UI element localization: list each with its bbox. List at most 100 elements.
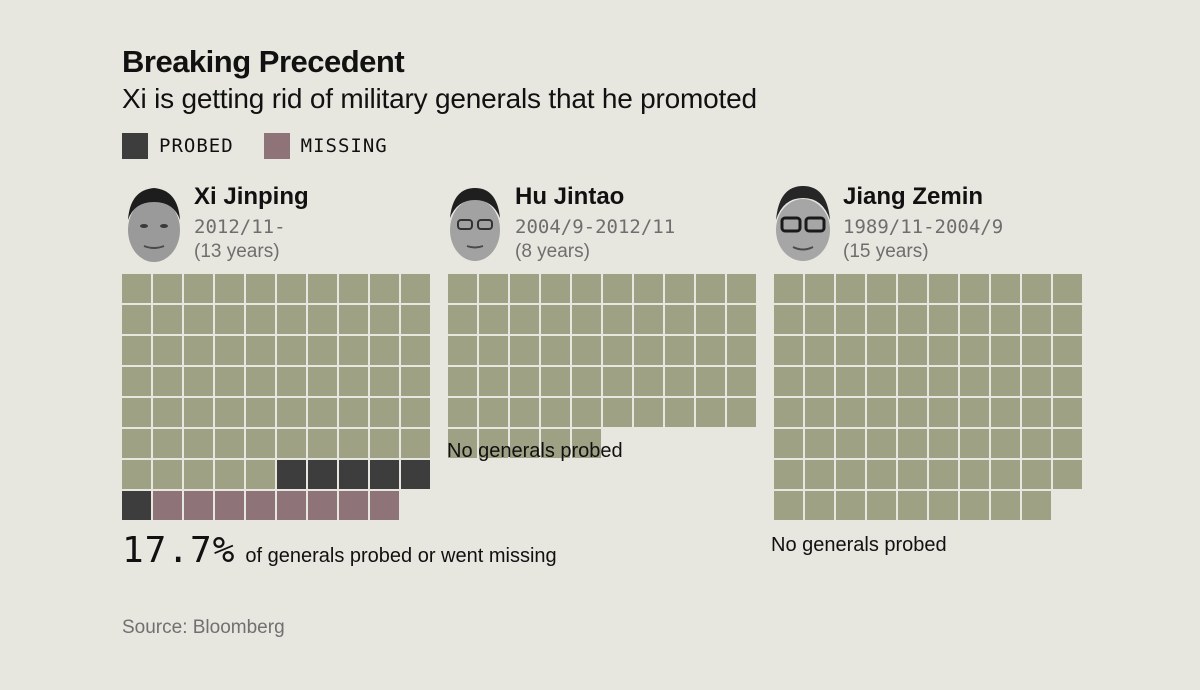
waffle-cell-promoted [215,460,244,489]
waffle-cell-promoted [246,429,275,458]
waffle-cell-promoted [572,305,601,334]
waffle-cell-promoted [727,305,756,334]
waffle-cell-missing [215,491,244,520]
waffle-cell-promoted [479,336,508,365]
legend-item-missing: MISSING [263,133,388,159]
waffle-cell-promoted [215,305,244,334]
waffle-cell-promoted [929,274,958,303]
waffle-cell-promoted [867,367,896,396]
waffle-cell-promoted [215,398,244,427]
waffle-cell-promoted [1053,429,1082,458]
waffle-cell-promoted [836,398,865,427]
waffle-cell-promoted [1022,305,1051,334]
waffle-cell-promoted [805,460,834,489]
waffle-cell-promoted [339,367,368,396]
waffle-cell-promoted [370,336,399,365]
waffle-cell-promoted [991,398,1020,427]
waffle-cell-promoted [696,398,725,427]
waffle-cell-promoted [184,460,213,489]
waffle-cell-promoted [246,460,275,489]
waffle-cell-promoted [603,274,632,303]
waffle-cell-promoted [665,336,694,365]
waffle-cell-promoted [836,460,865,489]
waffle-cell-promoted [541,429,570,458]
waffle-cell-promoted [153,274,182,303]
waffle-cell-promoted [215,429,244,458]
waffle-cell-promoted [572,429,601,458]
waffle-cell-promoted [339,274,368,303]
waffle-cell-promoted [1053,305,1082,334]
waffle-cell-promoted [898,367,927,396]
waffle-cell-probed [122,491,151,520]
waffle-cell-promoted [1053,460,1082,489]
waffle-cell-promoted [246,367,275,396]
waffle-cell-promoted [122,429,151,458]
waffle-cell-promoted [929,305,958,334]
leader-tenure-hu: (8 years) [515,241,590,262]
waffle-cell-promoted [867,491,896,520]
waffle-cell-promoted [572,336,601,365]
stat-text-xi: of generals probed or went missing [245,545,557,567]
leader-name-xi: Xi Jinping [194,183,309,210]
waffle-cell-promoted [665,367,694,396]
waffle-cell-promoted [960,367,989,396]
stat-xi: 17.7% of generals probed or went missing [122,530,557,571]
waffle-cell-promoted [867,429,896,458]
legend-swatch-probed [122,133,148,159]
waffle-cell-promoted [603,367,632,396]
source-note: Source: Bloomberg [122,617,285,638]
waffle-cell-promoted [401,398,430,427]
waffle-cell-promoted [401,336,430,365]
waffle-cell-promoted [184,398,213,427]
waffle-cell-promoted [184,367,213,396]
waffle-cell-promoted [727,367,756,396]
portrait-hu-jintao [450,188,500,261]
waffle-cell-promoted [960,398,989,427]
legend-swatch-missing [263,133,290,159]
waffle-cell-promoted [277,429,306,458]
waffle-cell-promoted [665,305,694,334]
waffle-cell-missing [153,491,182,520]
waffle-cell-promoted [805,305,834,334]
waffle-cell-promoted [339,336,368,365]
waffle-cell-promoted [308,429,337,458]
leader-term-jiang: 1989/11-2004/9 [843,216,1004,238]
waffle-cell-promoted [1053,367,1082,396]
waffle-cell-probed [308,460,337,489]
waffle-cell-promoted [479,367,508,396]
waffle-cell-promoted [665,274,694,303]
waffle-cell-promoted [960,429,989,458]
waffle-cell-promoted [153,460,182,489]
waffle-cell-promoted [308,336,337,365]
waffle-cell-promoted [541,274,570,303]
waffle-cell-promoted [448,367,477,396]
waffle-cell-promoted [215,367,244,396]
waffle-cell-promoted [727,336,756,365]
waffle-cell-promoted [774,460,803,489]
waffle-cell-promoted [991,491,1020,520]
waffle-cell-promoted [603,305,632,334]
waffle-cell-promoted [774,491,803,520]
waffle-cell-promoted [370,367,399,396]
waffle-cell-promoted [1053,398,1082,427]
waffle-cell-promoted [867,274,896,303]
waffle-cell-promoted [339,305,368,334]
waffle-cell-promoted [153,305,182,334]
waffle-cell-promoted [836,336,865,365]
waffle-cell-promoted [122,367,151,396]
waffle-cell-promoted [898,460,927,489]
waffle-cell-promoted [541,398,570,427]
leader-term-xi: 2012/11- [194,216,286,238]
waffle-cell-promoted [774,429,803,458]
leader-name-hu: Hu Jintao [515,183,625,210]
leader-tenure-xi: (13 years) [194,241,280,262]
waffle-cell-promoted [696,367,725,396]
waffle-cell-promoted [246,305,275,334]
waffle-cell-promoted [572,367,601,396]
waffle-cell-promoted [401,367,430,396]
waffle-cell-promoted [898,336,927,365]
waffle-cell-promoted [898,491,927,520]
waffle-cell-promoted [510,429,539,458]
leader-name-jiang: Jiang Zemin [843,183,984,210]
waffle-cell-promoted [991,429,1020,458]
